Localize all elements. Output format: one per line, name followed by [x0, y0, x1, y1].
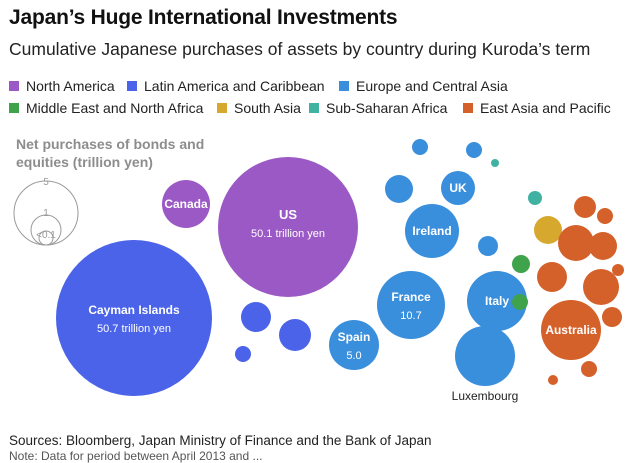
- size-legend-title-line1: Net purchases of bonds and: [16, 136, 205, 152]
- bubble-spain: [329, 320, 379, 370]
- legend-label: South Asia: [234, 100, 301, 116]
- bubble-east-asia-and-pacific: [574, 196, 596, 218]
- bubble-sub-saharan-africa: [491, 159, 499, 167]
- size-legend: 5 1 <0.1: [13, 177, 79, 246]
- bubble-europe-and-central-asia: [385, 175, 413, 203]
- legend-swatch: [309, 103, 319, 113]
- legend-swatch: [127, 81, 137, 91]
- legend-label: Middle East and North Africa: [26, 100, 204, 116]
- bubble-cayman-islands: [56, 240, 212, 396]
- legend-item-middle-east: Middle East and North Africa: [9, 100, 203, 116]
- bubble-middle-east-and-north-africa: [512, 255, 530, 273]
- source-note: Sources: Bloomberg, Japan Ministry of Fi…: [9, 433, 432, 448]
- bubble-east-asia-and-pacific: [558, 225, 594, 261]
- legend-item-latin-america: Latin America and Caribbean: [127, 78, 325, 94]
- bubble-label-spain: Spain: [338, 330, 371, 344]
- size-legend-label-5: 5: [43, 177, 49, 188]
- bubble-east-asia-and-pacific: [537, 262, 567, 292]
- bubble-sub-saharan-africa: [528, 191, 542, 205]
- legend-item-sub-saharan: Sub-Saharan Africa: [309, 100, 447, 116]
- size-legend-label-1: 1: [43, 208, 49, 219]
- bubble-east-asia-and-pacific: [583, 269, 619, 305]
- bubble-australia: [541, 300, 601, 360]
- bubble-luxembourg: [455, 326, 515, 386]
- bubble-label-canada: Canada: [164, 197, 208, 211]
- bubbles-group: [56, 139, 624, 396]
- size-legend-title: Net purchases of bonds and equities (tri…: [16, 135, 204, 171]
- chart-subtitle: Cumulative Japanese purchases of assets …: [9, 39, 591, 59]
- size-legend-title-line2: equities (trillion yen): [16, 154, 153, 170]
- bubble-europe-and-central-asia: [412, 139, 428, 155]
- bubble-label-us: US: [279, 207, 297, 222]
- legend-swatch: [217, 103, 227, 113]
- bubble-east-asia-and-pacific: [612, 264, 624, 276]
- bubble-value-spain: 5.0: [346, 350, 361, 362]
- bubble-label-ireland: Ireland: [412, 224, 451, 238]
- legend-label: North America: [26, 78, 115, 94]
- legend-item-south-asia: South Asia: [217, 100, 301, 116]
- size-legend-label-small: <0.1: [36, 230, 56, 241]
- bubble-italy: [467, 271, 527, 331]
- bubble-latin-america-and-caribbean: [279, 319, 311, 351]
- bubble-value-cayman-islands: 50.7 trillion yen: [97, 323, 171, 335]
- bubble-value-france: 10.7: [400, 310, 421, 322]
- legend-item-europe: Europe and Central Asia: [339, 78, 508, 94]
- legend-swatch: [9, 103, 19, 113]
- legend-label: East Asia and Pacific: [480, 100, 611, 116]
- bubble-south-asia: [534, 216, 562, 244]
- size-legend-circle-small: [38, 230, 54, 246]
- legend-swatch: [463, 103, 473, 113]
- legend-label: Europe and Central Asia: [356, 78, 508, 94]
- chart-title: Japan’s Huge International Investments: [9, 6, 398, 29]
- bubble-middle-east-and-north-africa: [512, 294, 528, 310]
- bubble-label-italy: Italy: [485, 294, 509, 308]
- bubble-labels-group: Cayman Islands 50.7 trillion yen US 50.1 tr…: [88, 181, 597, 403]
- bubble-label-france: France: [391, 290, 431, 304]
- bubble-chart: 5 1 <0.1 Cayman Islands 50.7 trillion yen…: [13, 139, 624, 403]
- bubble-canada: [162, 180, 210, 228]
- bubble-east-asia-and-pacific: [602, 307, 622, 327]
- legend-swatch: [9, 81, 19, 91]
- footnote: Note: Data for period between April 2013…: [9, 449, 263, 463]
- bubble-east-asia-and-pacific: [581, 361, 597, 377]
- bubble-latin-america-and-caribbean: [241, 302, 271, 332]
- legend-label: Sub-Saharan Africa: [326, 100, 448, 116]
- bubble-europe-and-central-asia: [466, 142, 482, 158]
- bubble-label-cayman-islands: Cayman Islands: [88, 303, 180, 317]
- bubble-us: [218, 157, 358, 297]
- bubble-europe-and-central-asia: [478, 236, 498, 256]
- bubble-label-australia: Australia: [545, 323, 597, 337]
- legend-item-east-asia: East Asia and Pacific: [463, 100, 611, 116]
- bubble-label-luxembourg: Luxembourg: [452, 389, 519, 403]
- bubble-france: [377, 271, 445, 339]
- legend-label: Latin America and Caribbean: [144, 78, 325, 94]
- legend-item-north-america: North America: [9, 78, 115, 94]
- bubble-latin-america-and-caribbean: [235, 346, 251, 362]
- bubble-value-us: 50.1 trillion yen: [251, 228, 325, 240]
- legend-swatch: [339, 81, 349, 91]
- bubble-label-uk: UK: [449, 181, 467, 195]
- bubble-uk: [441, 171, 475, 205]
- bubble-east-asia-and-pacific: [597, 208, 613, 224]
- bubble-east-asia-and-pacific: [589, 232, 617, 260]
- bubble-east-asia-and-pacific: [548, 375, 558, 385]
- bubble-ireland: [405, 204, 459, 258]
